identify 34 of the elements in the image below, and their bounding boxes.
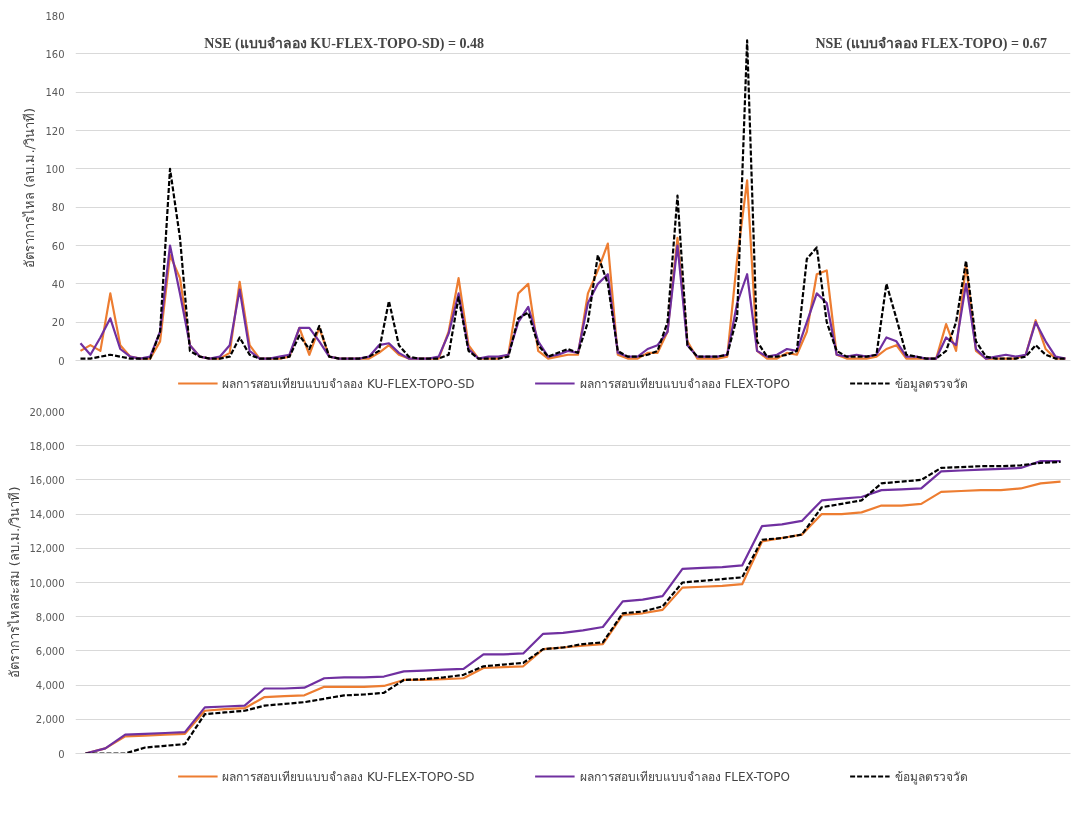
y-tick-label: 8,000 xyxy=(35,611,65,623)
legend-label: ผลการสอบเทียบแบบจำลอง KU-FLEX-TOPO-SD xyxy=(222,375,475,393)
legend-label: ผลการสอบเทียบแบบจำลอง FLEX-TOPO xyxy=(579,375,790,393)
y-tick-label: 12,000 xyxy=(29,543,65,555)
y-axis-title: อัตราการไหลสะสม (ลบ.ม./วินาที) xyxy=(6,486,22,679)
y-tick-label: 120 xyxy=(45,125,65,137)
y-tick-label: 18,000 xyxy=(29,440,65,452)
y-tick-label: 20,000 xyxy=(29,406,65,418)
line-series xyxy=(79,39,1067,360)
y-tick-label: 20 xyxy=(51,317,65,329)
y-tick-label: 16,000 xyxy=(29,474,65,486)
annotation: NSE (แบบจำลอง FLEX-TOPO) = 0.67 xyxy=(815,35,1047,52)
legend-label: ข้อมูลตรวจวัด xyxy=(894,768,968,786)
y-tick-label: 0 xyxy=(58,355,65,367)
y-tick-label: 140 xyxy=(45,87,65,99)
line-series xyxy=(79,179,1067,360)
y-tick-label: 4,000 xyxy=(35,680,65,692)
y-tick-label: 60 xyxy=(51,240,65,252)
y-tick-label: 2,000 xyxy=(35,714,65,726)
legend-label: ผลการสอบเทียบแบบจำลอง KU-FLEX-TOPO-SD xyxy=(222,768,475,786)
line-series xyxy=(79,244,1067,360)
y-axis-title: อัตราการไหล (ลบ.ม./วินาที) xyxy=(22,108,38,268)
y-tick-label: 180 xyxy=(45,10,65,22)
legend-label: ข้อมูลตรวจวัด xyxy=(894,375,968,393)
y-tick-label: 100 xyxy=(45,163,65,175)
y-tick-label: 10,000 xyxy=(29,577,65,589)
y-tick-label: 0 xyxy=(58,748,65,760)
annotation: NSE (แบบจำลอง KU-FLEX-TOPO-SD) = 0.48 xyxy=(204,35,484,52)
y-tick-label: 14,000 xyxy=(29,509,65,521)
y-tick-label: 40 xyxy=(51,278,65,290)
legend-label: ผลการสอบเทียบแบบจำลอง FLEX-TOPO xyxy=(579,768,790,786)
y-tick-label: 160 xyxy=(45,48,65,60)
y-tick-label: 6,000 xyxy=(35,645,65,657)
y-tick-label: 80 xyxy=(51,202,65,214)
